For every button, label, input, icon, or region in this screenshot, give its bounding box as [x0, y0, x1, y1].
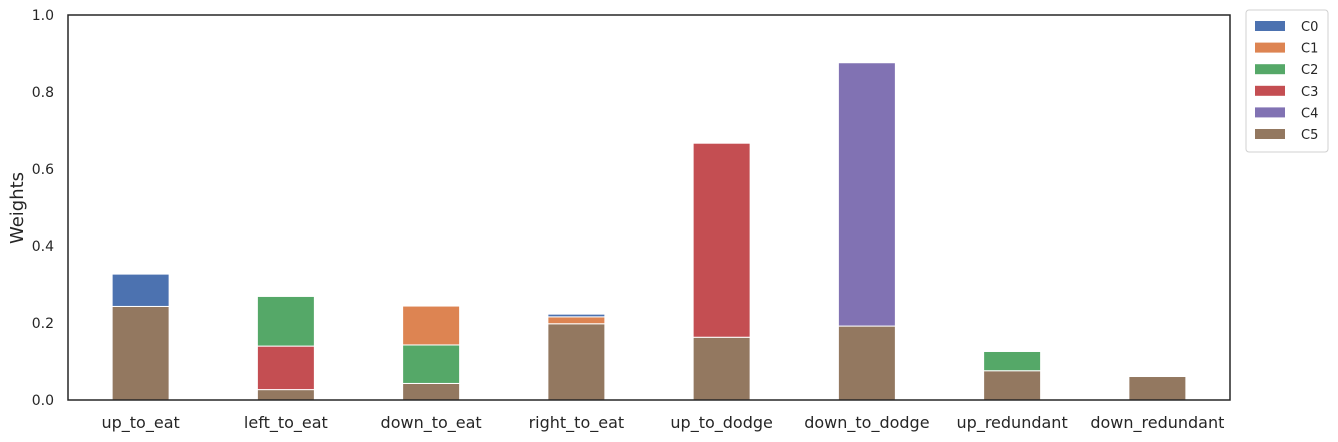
x-tick-label: down_redundant	[1090, 413, 1224, 433]
legend-label-C4: C4	[1301, 106, 1318, 121]
x-tick-label: down_to_dodge	[804, 413, 929, 433]
x-axis: up_to_eat left_to_eat down_to_eat right_to_…	[101, 413, 1224, 433]
bar-up_redundant-C2	[983, 350, 1042, 372]
y-tick-label: 0.4	[32, 239, 54, 255]
bar-down_to_dodge-C4	[837, 62, 896, 327]
y-tick-label: 0.0	[32, 393, 54, 409]
bar-down_to_eat-C1	[402, 305, 461, 346]
legend-label-C1: C1	[1301, 42, 1318, 57]
legend-label-C2: C2	[1301, 63, 1318, 78]
bar-down_to_dodge-C5	[837, 325, 896, 401]
bar-right_to_eat-C1	[547, 316, 606, 325]
legend-swatch-C0	[1255, 21, 1285, 31]
legend-swatch-C2	[1255, 64, 1285, 75]
bar-up_redundant-C5	[983, 370, 1042, 401]
x-tick-label: up_redundant	[957, 413, 1068, 433]
y-tick-label: 1.0	[32, 8, 54, 24]
x-tick-label: left_to_eat	[244, 413, 328, 433]
y-axis-label: Weights	[7, 172, 28, 244]
bar-left_to_eat-C2	[256, 295, 315, 347]
y-tick-label: 0.6	[32, 162, 54, 178]
legend-label-C3: C3	[1301, 85, 1318, 100]
legend-label-C0: C0	[1301, 20, 1318, 35]
legend-label-C5: C5	[1301, 128, 1318, 143]
bar-right_to_eat-C0	[547, 313, 606, 318]
bar-right_to_eat-C5	[547, 323, 606, 401]
y-tick-label: 0.8	[32, 85, 54, 101]
x-tick-label: up_to_dodge	[670, 413, 772, 433]
plot-frame	[67, 14, 1231, 401]
bar-down_to_eat-C5	[402, 382, 461, 401]
legend-swatch-C5	[1255, 129, 1285, 139]
legend-swatch-C1	[1255, 42, 1285, 53]
bar-down_redundant-C5	[1128, 376, 1187, 401]
y-tick-label: 0.2	[32, 316, 54, 332]
bar-left_to_eat-C3	[256, 345, 315, 391]
x-tick-label: up_to_eat	[101, 413, 179, 433]
bar-up_to_eat-C0	[111, 273, 170, 307]
bar-up_to_dodge-C5	[692, 336, 751, 401]
y-axis: 0.0 0.2 0.4 0.6 0.8 1.0	[32, 8, 54, 409]
bar-left_to_eat-C5	[256, 389, 315, 401]
bars-layer	[111, 62, 1187, 401]
x-tick-label: down_to_eat	[381, 413, 482, 433]
bar-down_to_eat-C2	[402, 344, 461, 384]
legend-swatch-C3	[1255, 85, 1285, 96]
legend-swatch-C4	[1255, 107, 1285, 118]
bar-up_to_dodge-C3	[692, 142, 751, 338]
x-tick-label: right_to_eat	[529, 413, 625, 433]
legend: C0 C1 C2 C3 C4 C5	[1245, 9, 1329, 153]
bar-up_to_eat-C5	[111, 305, 170, 401]
